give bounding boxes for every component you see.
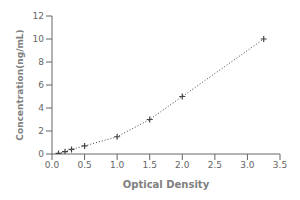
svg-text:Concentration(ng/mL): Concentration(ng/mL) [15,29,25,140]
svg-text:3.0: 3.0 [240,160,255,170]
svg-text:0.0: 0.0 [45,160,60,170]
svg-text:2.0: 2.0 [175,160,190,170]
svg-text:1.0: 1.0 [110,160,125,170]
svg-text:2: 2 [38,126,44,136]
svg-text:10: 10 [33,34,45,44]
svg-text:0.5: 0.5 [77,160,91,170]
svg-text:1.5: 1.5 [143,160,157,170]
svg-text:4: 4 [38,103,44,113]
svg-text:8: 8 [38,57,44,67]
svg-text:12: 12 [33,11,44,21]
svg-text:6: 6 [38,80,44,90]
svg-text:0: 0 [38,149,44,159]
svg-text:3.5: 3.5 [273,160,287,170]
svg-text:Optical Density: Optical Density [123,179,210,190]
svg-text:2.5: 2.5 [208,160,222,170]
